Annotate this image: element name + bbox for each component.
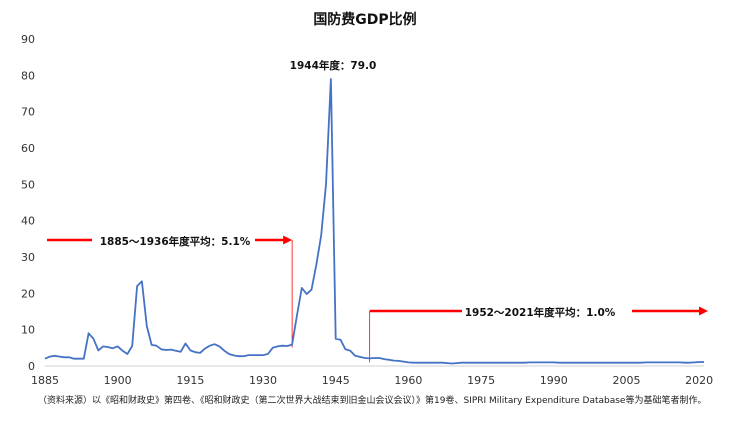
postwar-arrow-head xyxy=(699,306,708,316)
source-note: （资料来源）以《昭和财政史》第四卷、《昭和财政史（第二次世界大战结束到旧金山会议… xyxy=(38,396,707,406)
x-tick-label: 1900 xyxy=(104,374,132,387)
peak-annotation: 1944年度：79.0 xyxy=(290,59,377,72)
y-tick-label: 30 xyxy=(21,251,35,264)
y-tick-label: 40 xyxy=(21,215,35,228)
x-tick-label: 2020 xyxy=(685,374,713,387)
x-tick-label: 1975 xyxy=(467,374,495,387)
prewar-arrow-head xyxy=(283,235,293,245)
y-tick-label: 0 xyxy=(28,360,35,373)
prewar-average-annotation: 1885～1936年度平均：5.1% xyxy=(100,235,251,248)
y-tick-label: 60 xyxy=(21,142,35,155)
y-tick-label: 50 xyxy=(21,178,35,191)
x-tick-label: 1960 xyxy=(394,374,422,387)
y-tick-label: 20 xyxy=(21,287,35,300)
x-tick-label: 1915 xyxy=(176,374,204,387)
y-tick-label: 10 xyxy=(21,324,35,337)
annotations xyxy=(47,235,708,363)
chart-title: 国防费GDP比例 xyxy=(313,11,416,28)
y-tick-label: 90 xyxy=(21,33,35,46)
x-tick-label: 1990 xyxy=(540,374,568,387)
x-tick-label: 1885 xyxy=(31,374,59,387)
y-tick-label: 70 xyxy=(21,106,35,119)
series-line xyxy=(44,78,704,365)
y-axis: 0 10 20 30 40 50 60 70 80 90 xyxy=(21,33,35,373)
x-tick-label: 2005 xyxy=(612,374,640,387)
x-axis: 1885 1900 1915 1930 1945 1960 1975 1990 2005 2020 xyxy=(31,374,713,387)
y-tick-label: 80 xyxy=(21,69,35,82)
chart-svg: 国防费GDP比例 0 10 20 30 40 50 60 70 80 90 1885 1900 191… xyxy=(21,11,713,387)
x-tick-label: 1945 xyxy=(322,374,350,387)
postwar-average-annotation: 1952～2021年度平均：1.0% xyxy=(465,306,616,319)
x-tick-label: 1930 xyxy=(249,374,277,387)
